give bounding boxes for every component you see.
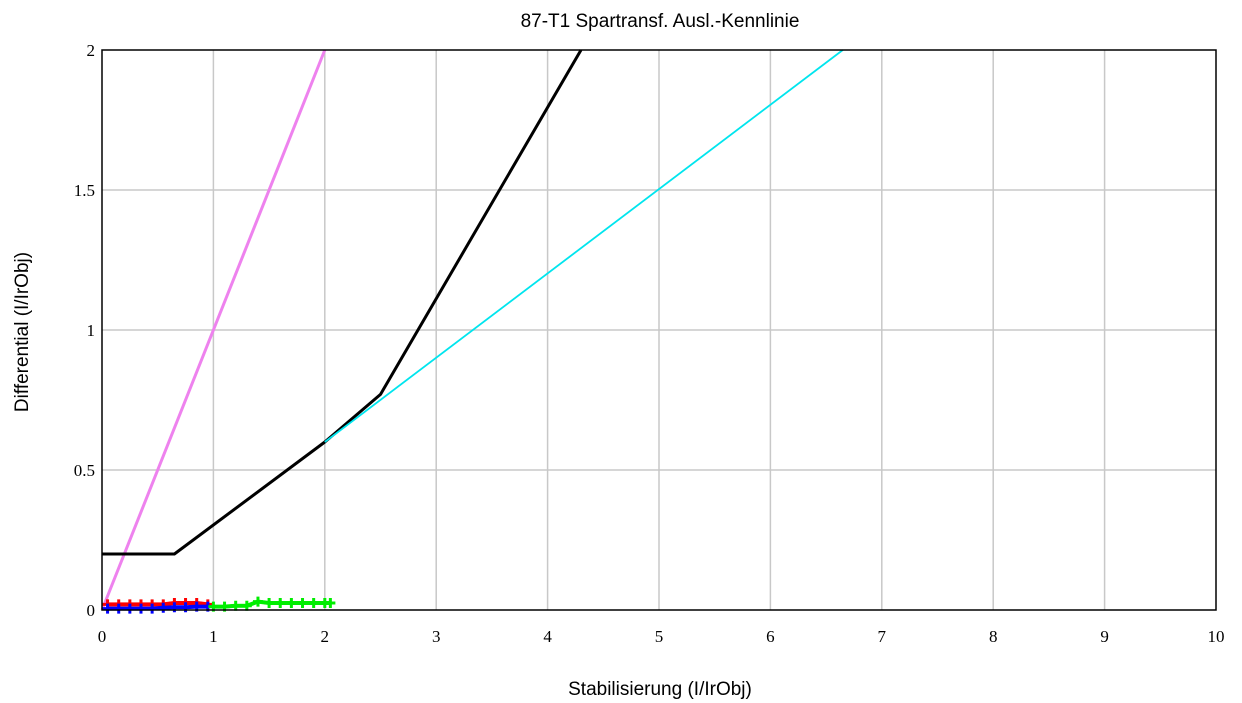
data-point	[325, 598, 336, 608]
x-tick-label: 2	[321, 627, 330, 646]
y-axis-label: Differential (I/IrObj)	[12, 252, 33, 412]
x-tick-label: 9	[1100, 627, 1109, 646]
grid	[102, 50, 1216, 610]
x-tick-label: 3	[432, 627, 441, 646]
x-tick-label: 8	[989, 627, 998, 646]
x-tick-label: 6	[766, 627, 775, 646]
series-markers-5	[208, 596, 336, 612]
plot-frame	[101, 49, 1217, 611]
y-tick-label: 0.5	[74, 461, 95, 480]
y-tick-label: 1	[87, 321, 96, 340]
x-tick-label: 7	[878, 627, 887, 646]
x-tick-label: 10	[1208, 627, 1225, 646]
x-ticks: 0 1 2 3 4 5 6 7 8 9 10	[98, 627, 1225, 646]
x-tick-label: 5	[655, 627, 664, 646]
series-line-0	[100, 49, 327, 611]
y-ticks: 0 0.5 1 1.5 2	[74, 41, 95, 620]
x-axis-label: Stabilisierung (I/IrObj)	[568, 679, 752, 700]
series-markers-4	[102, 601, 213, 614]
x-tick-label: 1	[209, 627, 218, 646]
y-tick-label: 0	[87, 601, 96, 620]
x-tick-label: 4	[543, 627, 552, 646]
y-tick-label: 2	[87, 41, 96, 60]
y-tick-label: 1.5	[74, 181, 95, 200]
series-layer	[100, 49, 844, 614]
x-tick-label: 0	[98, 627, 107, 646]
series-line-2	[324, 49, 844, 443]
chart-title: 87-T1 Spartransf. Ausl.-Kennlinie	[521, 11, 800, 32]
